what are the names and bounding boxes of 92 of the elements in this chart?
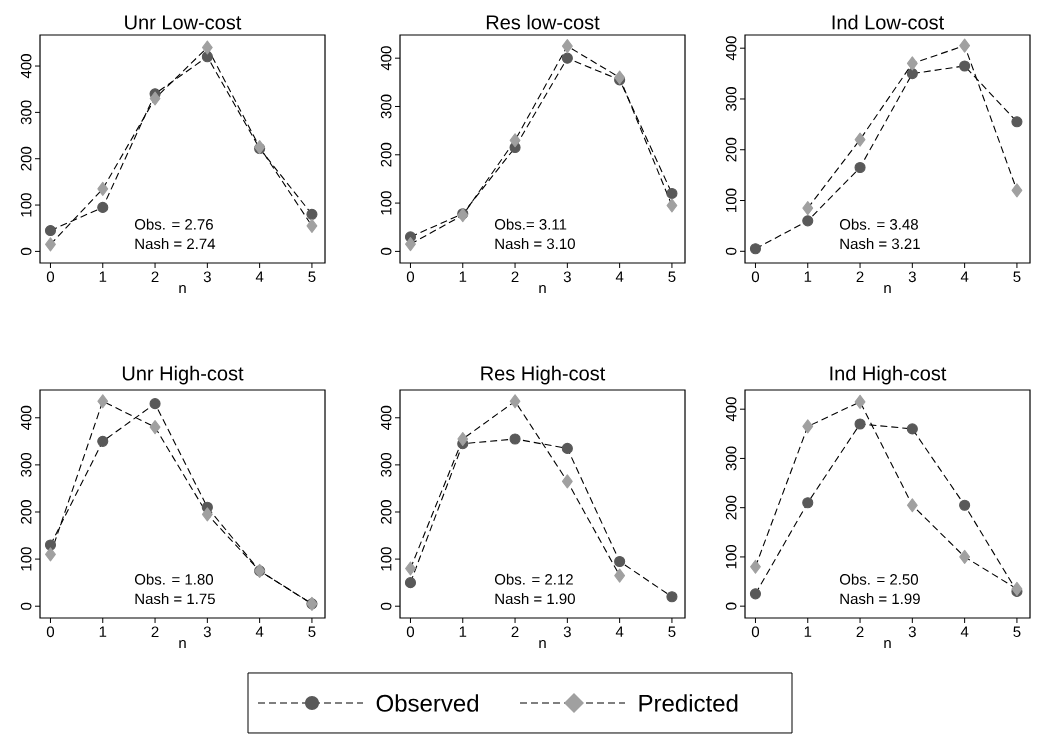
y-tick-label: 100: [725, 545, 737, 569]
x-tick-label: 4: [960, 271, 969, 282]
y-tick-label: 400: [725, 397, 737, 422]
y-tick-label: 200: [20, 500, 32, 524]
annotation: Nash = 3.21: [840, 238, 920, 250]
y-tick-label: 200: [380, 142, 392, 167]
y-tick-label: 0: [380, 602, 392, 610]
chart-title: Ind High-cost: [830, 365, 947, 385]
x-tick-label: 1: [804, 626, 812, 637]
y-tick-label: 400: [20, 54, 32, 79]
x-tick-label: 4: [255, 626, 264, 637]
y-tick-label: 100: [725, 188, 737, 212]
x-tick-label: 1: [804, 271, 812, 282]
y-tick-label: 100: [20, 547, 32, 571]
x-tick-label: 2: [151, 271, 159, 282]
annotation: Obs. = 2.50: [839, 573, 919, 585]
x-tick-label: 0: [46, 271, 55, 283]
x-tick-label: 0: [46, 626, 55, 638]
y-tick-label: 200: [725, 137, 737, 162]
x-tick-label: 5: [308, 271, 316, 282]
annotation: Nash = 3.10: [495, 238, 575, 250]
legend-label: Observed: [376, 694, 479, 712]
annotation: Nash = 1.75: [135, 593, 215, 605]
x-tick-label: 1: [99, 626, 107, 637]
x-tick-label: 4: [615, 626, 624, 637]
y-tick-label: 400: [380, 405, 392, 430]
y-tick-label: 300: [380, 452, 392, 477]
x-tick-label: 1: [99, 271, 107, 282]
x-axis-title: n: [539, 640, 546, 649]
x-tick-label: 3: [563, 271, 571, 283]
chart-title: Unr Low-cost: [125, 15, 242, 30]
annotation: Obs. = 2.12: [494, 573, 573, 585]
x-tick-label: 2: [856, 271, 864, 282]
x-tick-label: 4: [255, 271, 264, 282]
annotation: Obs. = 3.48: [839, 218, 918, 230]
annotation: Nash = 1.90: [495, 593, 575, 605]
legend-label: Predicted: [639, 694, 738, 712]
annotation: Nash = 2.74: [135, 238, 216, 250]
x-tick-label: 2: [151, 626, 159, 637]
x-axis-title: n: [179, 285, 186, 294]
y-tick-label: 0: [725, 602, 737, 610]
x-tick-label: 3: [203, 626, 211, 638]
y-tick-label: 0: [725, 247, 737, 255]
y-tick-label: 400: [725, 36, 737, 61]
y-tick-label: 100: [20, 193, 32, 217]
y-tick-label: 400: [380, 46, 392, 71]
x-tick-label: 0: [406, 271, 415, 283]
y-tick-label: 300: [380, 94, 392, 119]
x-tick-label: 0: [751, 271, 760, 283]
y-tick-label: 300: [20, 452, 32, 477]
y-tick-label: 0: [20, 247, 32, 255]
y-tick-label: 200: [725, 495, 737, 520]
x-tick-label: 4: [615, 271, 624, 282]
y-tick-label: 300: [725, 87, 737, 111]
y-tick-label: 0: [380, 247, 392, 255]
annotation: Obs. = 1.80: [134, 573, 214, 585]
x-tick-label: 2: [511, 626, 519, 637]
y-tick-label: 300: [20, 100, 32, 125]
chart-title: Unr High-cost: [122, 365, 244, 385]
x-tick-label: 3: [563, 626, 571, 638]
x-axis-title: n: [884, 640, 891, 649]
y-tick-label: 100: [380, 191, 392, 215]
x-tick-label: 3: [908, 271, 916, 283]
x-tick-label: 5: [1013, 626, 1021, 637]
x-tick-label: 3: [203, 271, 211, 283]
chart-title: Ind Low-cost: [832, 14, 945, 30]
x-tick-label: 4: [960, 626, 969, 637]
x-tick-label: 5: [1013, 271, 1021, 282]
y-tick-label: 200: [20, 146, 32, 171]
x-tick-label: 2: [511, 271, 519, 282]
x-tick-label: 2: [856, 626, 864, 637]
y-tick-label: 300: [725, 446, 737, 471]
chart-title: Res low-cost: [486, 14, 600, 30]
x-tick-label: 5: [668, 626, 676, 637]
annotation: Obs. = 2.76: [134, 218, 213, 230]
x-axis-title: n: [179, 640, 186, 649]
y-tick-label: 400: [20, 405, 32, 430]
annotation: Nash = 1.99: [840, 593, 920, 605]
x-tick-label: 1: [459, 271, 467, 282]
x-tick-label: 0: [406, 626, 415, 638]
x-tick-label: 0: [751, 626, 760, 638]
x-tick-label: 1: [459, 626, 467, 637]
y-tick-label: 100: [380, 547, 392, 571]
x-axis-title: n: [539, 285, 546, 294]
y-tick-label: 200: [380, 500, 392, 524]
x-axis-title: n: [884, 285, 891, 294]
x-tick-label: 5: [308, 626, 316, 637]
x-tick-label: 3: [908, 626, 916, 638]
chart-title: Res High-cost: [481, 365, 606, 385]
y-tick-label: 0: [20, 602, 32, 610]
x-tick-label: 5: [668, 271, 676, 282]
annotation: Obs.= 3.11: [494, 218, 567, 230]
